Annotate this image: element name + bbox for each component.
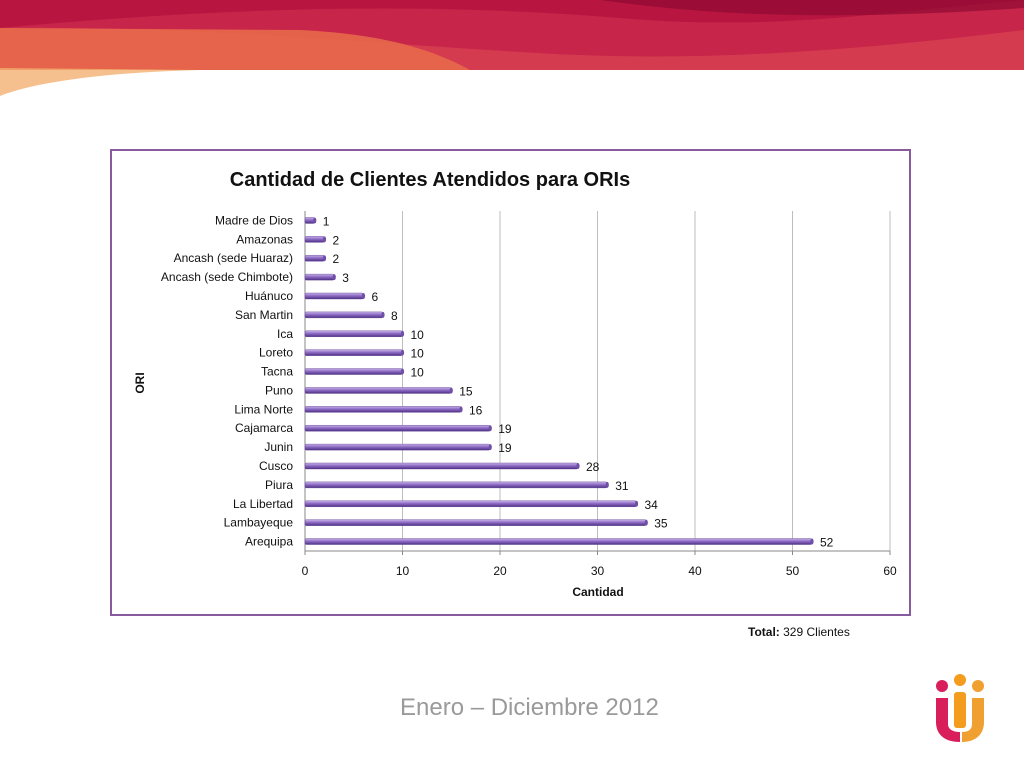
bar [304, 519, 647, 526]
bar [304, 425, 491, 432]
value-label: 35 [654, 517, 668, 531]
bar-cap [605, 481, 609, 488]
bar [304, 311, 384, 319]
total-label: Total: [748, 625, 780, 639]
value-label: 52 [820, 536, 834, 550]
bar-chart: Cantidad de Clientes Atendidos para ORIs… [133, 169, 897, 599]
category-label: San Martin [235, 308, 293, 322]
grid-lines [304, 211, 891, 555]
category-label: Tacna [261, 365, 293, 379]
bar-cap [361, 293, 366, 299]
category-label: Piura [265, 478, 293, 492]
category-label: Ica [277, 327, 293, 341]
bar-cap [644, 519, 648, 526]
y-axis-label: ORI [133, 372, 147, 393]
bar-cap [634, 500, 639, 507]
bar [304, 292, 364, 300]
category-label: Arequipa [245, 535, 293, 549]
x-tick-label: 50 [786, 564, 800, 578]
bar [304, 368, 403, 375]
bar-cap [313, 217, 317, 224]
value-label: 15 [459, 384, 473, 398]
value-label: 34 [645, 498, 659, 512]
chart-frame: Cantidad de Clientes Atendidos para ORIs… [110, 149, 911, 616]
bar [304, 255, 325, 262]
chart-title: Cantidad de Clientes Atendidos para ORIs [230, 169, 630, 191]
x-tick-label: 0 [302, 564, 309, 578]
bar-cap [400, 368, 405, 375]
value-label: 28 [586, 460, 600, 474]
total-summary: Total: 329 Clientes [748, 625, 850, 639]
value-label: 1 [323, 214, 330, 228]
header-banner [0, 0, 1024, 96]
category-label: Lambayeque [224, 516, 294, 530]
value-label: 2 [333, 252, 340, 266]
brand-logo-icon [936, 674, 984, 742]
bar-cap [576, 463, 580, 469]
bar-cap [810, 538, 814, 545]
value-label: 10 [411, 347, 425, 361]
bar [304, 330, 403, 337]
bar [304, 349, 403, 356]
x-tick-labels: 0 10 20 30 40 50 60 [302, 564, 897, 578]
bar-cap [449, 387, 453, 394]
category-label: Ancash (sede Chimbote) [161, 270, 293, 284]
x-tick-label: 30 [591, 564, 605, 578]
bar [304, 500, 637, 507]
x-tick-label: 10 [396, 564, 410, 578]
bar [304, 462, 579, 470]
bar [304, 406, 462, 413]
bar [304, 236, 325, 243]
category-label: Ancash (sede Huaraz) [174, 251, 293, 265]
value-label: 10 [411, 328, 425, 342]
value-label: 2 [333, 233, 340, 247]
bar [304, 387, 452, 394]
category-label: Junin [264, 440, 293, 454]
category-label: Cajamarca [235, 421, 293, 435]
value-label: 3 [342, 271, 349, 285]
bar [304, 538, 813, 545]
value-label: 6 [372, 290, 379, 304]
bar-cap [322, 236, 327, 243]
category-label: Lima Norte [234, 402, 293, 416]
bar-cap [488, 425, 492, 432]
category-labels: Madre de Dios Amazonas Ancash (sede Huaraz… [161, 213, 293, 548]
category-label: Madre de Dios [215, 213, 293, 227]
value-label: 19 [498, 441, 512, 455]
value-label: 31 [615, 479, 629, 493]
bar-cap [488, 444, 492, 451]
bar-cap [381, 311, 385, 318]
bar-cap [459, 406, 463, 413]
bar [304, 443, 491, 451]
category-label: Amazonas [236, 232, 293, 246]
x-tick-label: 60 [883, 564, 897, 578]
bar [304, 273, 335, 281]
period-text: Enero – Diciembre 2012 [400, 694, 659, 721]
value-label: 8 [391, 309, 398, 323]
value-label: 19 [498, 422, 512, 436]
category-label: Cusco [259, 459, 293, 473]
bar-cap [400, 330, 405, 337]
value-label: 10 [411, 366, 425, 380]
x-tick-label: 20 [493, 564, 507, 578]
bar-cap [400, 349, 405, 356]
x-tick-label: 40 [688, 564, 702, 578]
value-label: 16 [469, 403, 483, 417]
category-label: Puno [265, 383, 293, 397]
category-label: Loreto [259, 346, 293, 360]
category-label: Huánuco [245, 289, 293, 303]
bar [304, 481, 608, 489]
bar-cap [332, 274, 336, 281]
x-axis-label: Cantidad [572, 585, 623, 599]
bars [304, 217, 814, 545]
bar-cap [322, 255, 327, 262]
category-label: La Libertad [233, 497, 293, 511]
total-value: 329 Clientes [783, 625, 850, 639]
